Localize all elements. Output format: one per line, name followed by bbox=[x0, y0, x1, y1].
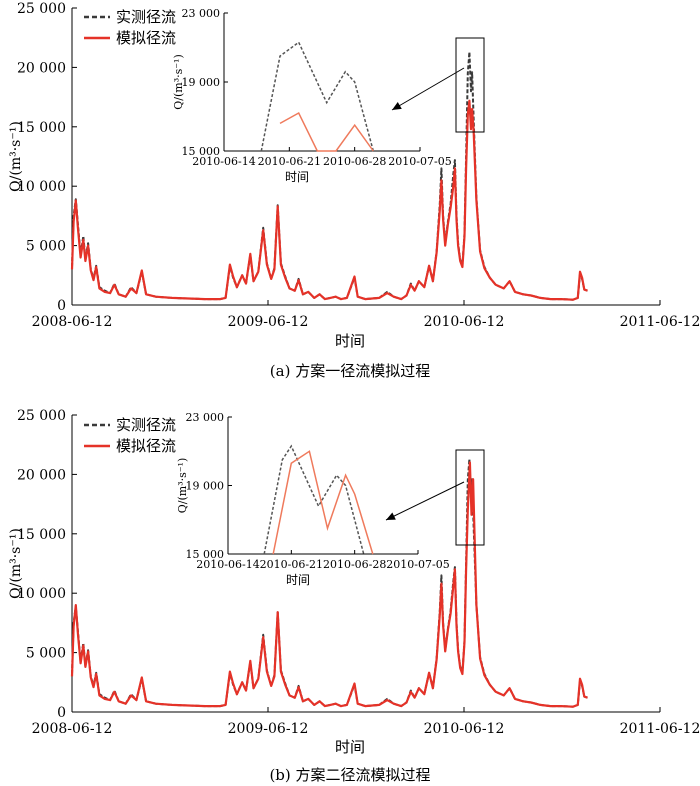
y-tick-label: 25 000 bbox=[17, 408, 66, 424]
inset-x-tick-label: 2010-06-14 bbox=[196, 558, 259, 571]
series-line-simulated bbox=[70, 461, 588, 708]
inset-series-line-simulated bbox=[279, 111, 374, 152]
inset-y-tick-label: 23 000 bbox=[182, 7, 221, 20]
y-tick-label: 10 000 bbox=[17, 179, 66, 195]
series-line-simulated bbox=[70, 99, 588, 301]
y-tick-label: 10 000 bbox=[17, 586, 66, 602]
inset-x-tick-label: 2010-06-28 bbox=[323, 558, 386, 571]
inset-x-tick-label: 2010-06-28 bbox=[323, 155, 386, 168]
y-tick-label: 0 bbox=[57, 705, 66, 721]
x-tick-label: 2008-06-12 bbox=[32, 721, 113, 737]
inset-series-line-simulated bbox=[272, 450, 374, 555]
inset-x-tick-label: 2010-07-05 bbox=[386, 558, 449, 571]
y-tick-label: 20 000 bbox=[17, 60, 66, 76]
y-tick-label: 0 bbox=[57, 298, 66, 314]
inset-y-tick-label: 19 000 bbox=[182, 76, 221, 89]
zoom-arrowhead bbox=[386, 512, 396, 520]
inset-x-axis-label: 时间 bbox=[286, 573, 310, 587]
y-tick-label: 20 000 bbox=[17, 467, 66, 483]
series-line-observed bbox=[71, 51, 588, 301]
chart-panel-a: 0 5 000 10 000 15 000 20 000 25 000 2008-06-12… bbox=[8, 1, 700, 380]
series-line-observed bbox=[71, 458, 588, 708]
inset-series-line-observed bbox=[263, 444, 365, 555]
y-axis-label: Q/(m³·s⁻¹) bbox=[8, 528, 24, 599]
inset-y-tick-label: 15 000 bbox=[186, 548, 225, 561]
x-tick-label: 2009-06-12 bbox=[228, 314, 309, 330]
inset-series-line-observed bbox=[260, 41, 375, 152]
x-tick-label: 2009-06-12 bbox=[228, 721, 309, 737]
inset-x-tick-label: 2010-06-14 bbox=[192, 155, 255, 168]
y-axis-label: Q/(m³·s⁻¹) bbox=[8, 121, 24, 192]
inset-y-axis-label: Q/(m³·s⁻¹) bbox=[172, 54, 185, 110]
zoom-arrowhead bbox=[392, 102, 402, 110]
inset-x-tick-label: 2010-06-21 bbox=[260, 558, 323, 571]
x-tick-label: 2011-06-12 bbox=[620, 721, 700, 737]
inset-x-tick-label: 2010-06-21 bbox=[258, 155, 321, 168]
zoom-box bbox=[455, 449, 485, 546]
legend-label: 模拟径流 bbox=[116, 437, 176, 455]
inset-y-tick-label: 19 000 bbox=[186, 480, 225, 493]
inset-y-axis-label: Q/(m³·s⁻¹) bbox=[176, 458, 189, 514]
legend-label: 模拟径流 bbox=[116, 29, 176, 47]
legend-label: 实测径流 bbox=[116, 8, 176, 26]
x-axis-label: 时间 bbox=[335, 738, 365, 756]
panel-caption: (a) 方案一径流模拟过程 bbox=[270, 362, 430, 380]
y-tick-label: 5 000 bbox=[26, 646, 66, 662]
inset-x-tick-label: 2010-07-05 bbox=[388, 155, 451, 168]
inset-x-axis-label: 时间 bbox=[285, 170, 309, 184]
y-tick-label: 15 000 bbox=[17, 120, 66, 136]
legend-label: 实测径流 bbox=[116, 416, 176, 434]
x-tick-label: 2010-06-12 bbox=[424, 721, 505, 737]
panel-caption: (b) 方案二径流模拟过程 bbox=[269, 766, 430, 784]
x-tick-label: 2008-06-12 bbox=[32, 314, 113, 330]
x-axis-label: 时间 bbox=[335, 332, 365, 350]
zoom-arrow bbox=[385, 481, 465, 521]
inset-y-tick-label: 23 000 bbox=[186, 411, 225, 424]
x-tick-label: 2011-06-12 bbox=[620, 314, 700, 330]
chart-panel-b: 0 5 000 10 000 15 000 20 000 25 000 2008-06-12… bbox=[8, 408, 700, 784]
inset-y-tick-label: 15 000 bbox=[182, 145, 221, 158]
zoom-arrow bbox=[391, 67, 465, 111]
y-tick-label: 15 000 bbox=[17, 527, 66, 543]
y-tick-label: 5 000 bbox=[26, 239, 66, 255]
y-tick-label: 25 000 bbox=[17, 1, 66, 17]
x-tick-label: 2010-06-12 bbox=[424, 314, 505, 330]
zoom-box bbox=[455, 37, 485, 133]
